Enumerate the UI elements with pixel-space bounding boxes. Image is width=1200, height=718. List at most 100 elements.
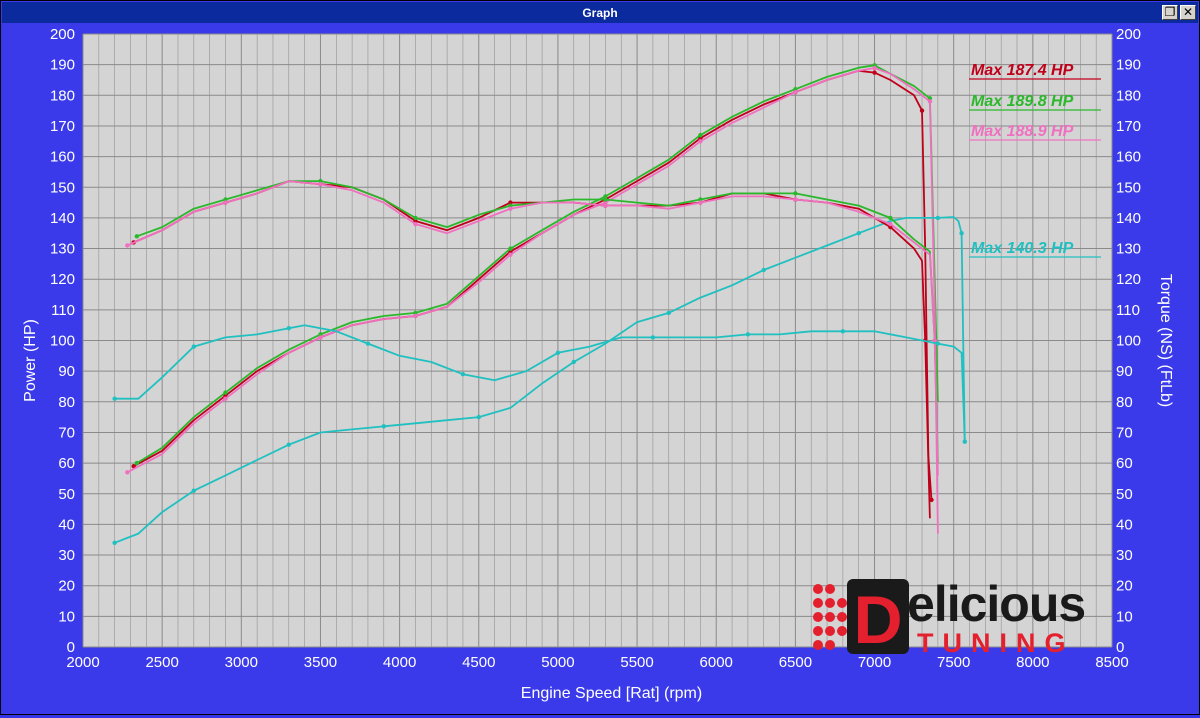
x-tick-label: 3500 [304,654,337,671]
series-point [745,332,751,337]
series-point [888,221,893,227]
series-point [571,359,576,365]
y-tick-label: 60 [58,455,75,472]
y2-tick-label: 40 [1116,516,1133,533]
logo-dot [813,640,823,650]
y2-tick-label: 0 [1116,639,1124,656]
y-tick-label: 190 [50,57,75,74]
series-point [508,203,513,208]
logo-dot [825,626,835,636]
series-point [223,200,228,205]
series-point [793,197,798,202]
series-point [508,206,513,211]
x-tick-label: 6000 [700,654,733,671]
series-point [888,224,893,230]
legend-entry: Max 189.8 HP [971,93,1074,110]
series-point [793,90,798,95]
close-button[interactable]: ✕ [1180,5,1196,20]
logo-word-delicious: elicious [907,576,1085,632]
close-icon: ✕ [1182,5,1194,19]
grid [82,33,1113,648]
series-point [698,136,703,141]
y-tick-label: 10 [58,608,75,625]
y-tick-label: 120 [50,271,75,288]
y-tick-label: 200 [50,26,75,43]
logo-letter: D [853,582,902,658]
series-line-power [126,67,939,534]
series-point [929,497,934,503]
y-axis-label: Power (HP) [22,319,39,402]
legend-entry: Max 140.3 HP [971,240,1074,257]
series-point [318,181,323,187]
series-point [318,335,323,340]
series-point [508,246,513,251]
series-point [191,344,197,349]
series-point [413,218,418,224]
series-point [698,132,703,138]
logo-dot [813,584,823,594]
y2-tick-label: 130 [1116,241,1141,258]
series-point [131,463,136,469]
series-point [650,335,656,340]
y2-tick-label: 10 [1116,608,1133,625]
logo-dot [837,612,847,622]
y2-axis-label: Torque (NS) (FtLb) [1157,274,1174,407]
y2-tick-label: 150 [1116,179,1141,196]
logo-d-block [847,579,909,654]
series-point [840,329,846,334]
restore-button[interactable]: ❐ [1162,5,1178,20]
series-point [935,215,941,221]
y-tick-label: 170 [50,118,75,135]
x-tick-label: 8500 [1095,654,1128,671]
series-point [872,65,877,71]
y-tick-label: 90 [58,363,75,380]
y-tick-label: 150 [50,179,75,196]
x-tick-label: 7500 [937,654,970,671]
logo-dot [825,612,835,622]
series-line-power [114,216,966,544]
series-point [223,197,228,202]
series-point [793,191,798,196]
series-point [888,215,893,221]
series-point [927,99,933,104]
y-tick-label: 130 [50,241,75,258]
y2-tick-label: 170 [1116,118,1141,135]
series-point [286,442,291,447]
x-axis-label: Engine Speed [Rat] (rpm) [521,685,702,702]
logo-dot [825,598,835,608]
series-point [365,341,371,346]
y-tick-label: 160 [50,149,75,166]
series-point [935,341,941,346]
series-point [413,215,418,221]
series-point [698,197,703,202]
title-bar[interactable]: Graph ❐ ✕ [2,2,1198,23]
series-point [112,540,117,545]
x-tick-label: 5500 [620,654,653,671]
series-point [872,70,877,75]
series-point [666,310,671,316]
y2-tick-label: 110 [1116,302,1140,319]
x-tick-label: 5000 [541,654,574,671]
y-tick-label: 140 [50,210,75,227]
x-tick-label: 7000 [858,654,891,671]
logo-word-tuning: TUNING [917,628,1075,658]
y-tick-label: 70 [58,424,75,441]
series-point [413,310,418,316]
y2-tick-label: 180 [1116,87,1141,104]
y2-tick-label: 50 [1116,486,1133,503]
series-point [856,231,861,236]
series-point [286,326,291,331]
y2-tick-label: 60 [1116,455,1133,472]
y-tick-label: 180 [50,87,75,104]
x-tick-label: 3000 [225,654,258,671]
dyno-chart: 2000 2500 3000 3500 4000 4500 5000 5500 6000 6500… [22,26,1174,702]
series-point [932,338,937,343]
series-point [603,194,608,199]
series-line-torque [126,180,939,476]
series-point [112,396,117,401]
y2-tick-label: 200 [1116,26,1141,43]
x-tick-label: 4000 [383,654,416,671]
y-tick-label: 30 [58,547,75,564]
y2-tick-label: 30 [1116,547,1133,564]
